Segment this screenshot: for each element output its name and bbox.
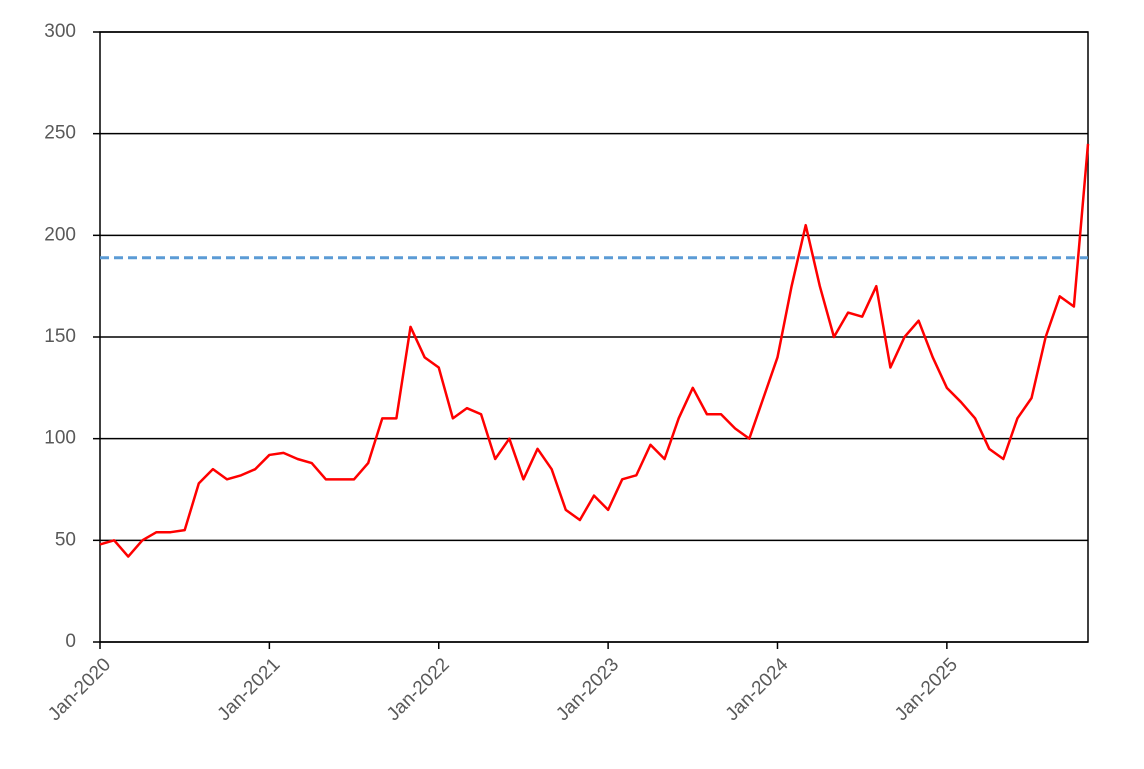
y-tick-label: 50 bbox=[55, 529, 76, 550]
y-tick-label: 300 bbox=[44, 21, 76, 42]
y-tick-label: 0 bbox=[65, 631, 76, 652]
x-tick-label: Jan-2022 bbox=[383, 654, 454, 725]
x-tick-label: Jan-2020 bbox=[44, 654, 115, 725]
x-tick-label: Jan-2024 bbox=[722, 654, 793, 725]
x-tick-label: Jan-2021 bbox=[214, 654, 285, 725]
data-line bbox=[99, 143, 1090, 558]
y-tick-label: 250 bbox=[44, 123, 76, 144]
y-tick-label: 200 bbox=[44, 224, 76, 245]
plot-frame bbox=[99, 31, 1089, 643]
x-tick-label: Jan-2023 bbox=[552, 654, 623, 725]
x-tick-label: Jan-2025 bbox=[891, 654, 962, 725]
y-tick-label: 100 bbox=[44, 428, 76, 449]
y-tick-label: 150 bbox=[44, 326, 76, 347]
